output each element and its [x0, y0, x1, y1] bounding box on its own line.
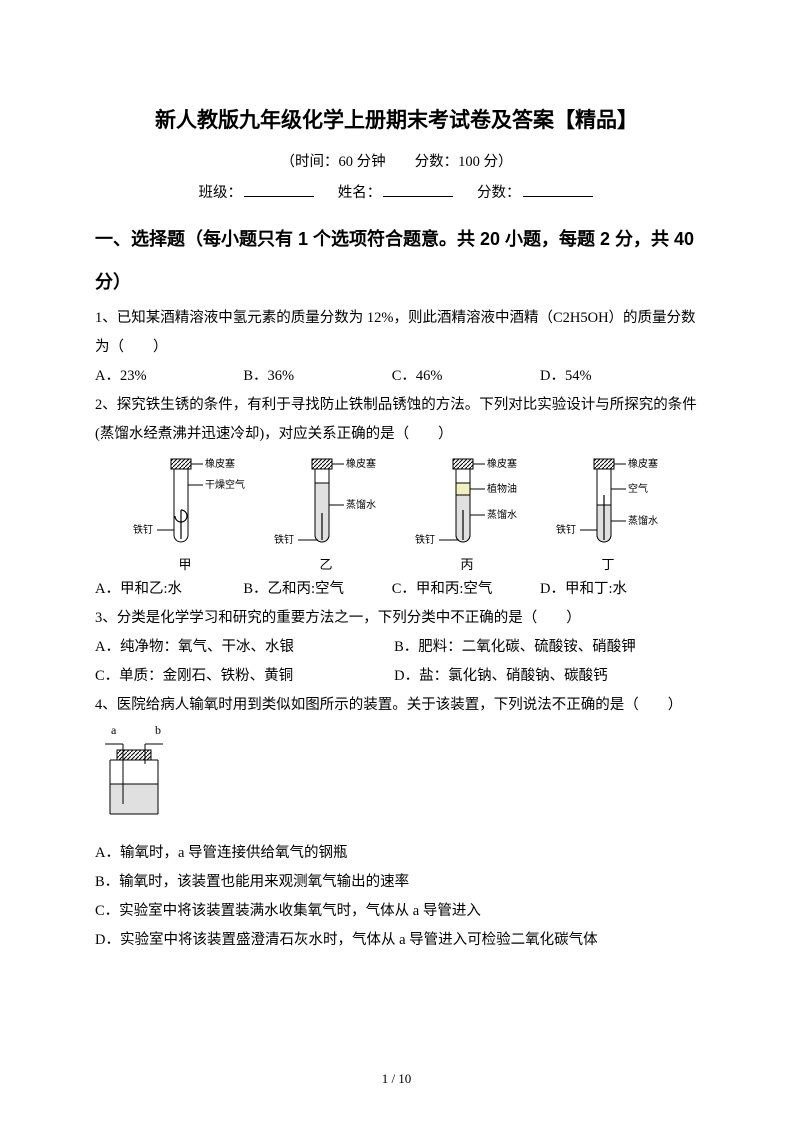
svg-text:铁钉: 铁钉	[274, 533, 294, 546]
q2-diagrams: 橡皮塞 干燥空气 铁钉 甲 橡皮塞	[125, 455, 668, 573]
q1-opt-c[interactable]: C．46%	[392, 362, 537, 391]
q1-opt-a[interactable]: A．23%	[95, 362, 240, 391]
tube-jia: 橡皮塞 干燥空气 铁钉 甲	[125, 455, 245, 573]
svg-text:b: b	[155, 724, 161, 737]
q3-opt-c[interactable]: C．单质：金刚石、铁粉、黄铜	[95, 662, 390, 691]
q2-opt-c[interactable]: C．甲和丙:空气	[392, 575, 537, 604]
q2-options: A．甲和乙:水 B．乙和丙:空气 C．甲和丙:空气 D．甲和丁:水	[95, 575, 698, 604]
svg-text:蒸馏水: 蒸馏水	[628, 514, 658, 527]
tube-jia-icon: 橡皮塞 干燥空气 铁钉	[125, 455, 245, 555]
q3-opt-a[interactable]: A．纯净物：氧气、干冰、水银	[95, 633, 390, 662]
svg-text:植物油: 植物油	[487, 482, 517, 495]
q4-opt-d[interactable]: D．实验室中将该装置盛澄清石灰水时，气体从 a 导管进入可检验二氧化碳气体	[95, 926, 698, 955]
tube-jia-caption: 甲	[125, 557, 245, 573]
svg-text:橡皮塞: 橡皮塞	[628, 457, 658, 470]
q1-opt-b[interactable]: B．36%	[243, 362, 388, 391]
svg-text:空气: 空气	[628, 482, 648, 495]
svg-text:蒸馏水: 蒸馏水	[346, 498, 376, 511]
q1-options: A．23% B．36% C．46% D．54%	[95, 362, 698, 391]
q4-opt-c[interactable]: C．实验室中将该装置装满水收集氧气时，气体从 a 导管进入	[95, 897, 698, 926]
time-score-line: （时间：60 分钟 分数：100 分）	[95, 148, 698, 177]
student-info-line: 班级： 姓名： 分数：	[95, 179, 698, 208]
section-1-header: 一、选择题（每小题只有 1 个选项符合题意。共 20 小题，每题 2 分，共 4…	[95, 218, 698, 304]
q2-opt-d[interactable]: D．甲和丁:水	[540, 575, 685, 604]
name-label: 姓名：	[338, 185, 382, 201]
page-title: 新人教版九年级化学上册期末考试卷及答案【精品】	[95, 100, 698, 142]
class-blank[interactable]	[244, 182, 314, 198]
q4-text: 4、医院给病人输氧时用到类似如图所示的装置。关于该装置，下列说法不正确的是（ ）	[95, 691, 698, 720]
tube-yi-caption: 乙	[266, 557, 386, 573]
svg-text:蒸馏水: 蒸馏水	[487, 508, 517, 521]
q3-options-row2: C．单质：金刚石、铁粉、黄铜 D．盐：氯化钠、硝酸钠、碳酸钙	[95, 662, 698, 691]
tube-ding: 橡皮塞 空气 蒸馏水 铁钉 丁	[548, 455, 668, 573]
tube-bing: 橡皮塞 植物油 蒸馏水 铁钉 丙	[407, 455, 527, 573]
tube-bing-caption: 丙	[407, 557, 527, 573]
svg-text:铁钉: 铁钉	[415, 533, 435, 546]
tube-yi-icon: 橡皮塞 蒸馏水 铁钉	[266, 455, 386, 555]
name-blank[interactable]	[383, 182, 453, 198]
q4-opt-b[interactable]: B．输氧时，该装置也能用来观测氧气输出的速率	[95, 868, 698, 897]
q1-opt-d[interactable]: D．54%	[540, 362, 685, 391]
oxygen-bottle-icon: a b	[95, 724, 185, 824]
q4-opt-a[interactable]: A．输氧时，a 导管连接供给氧气的钢瓶	[95, 839, 698, 868]
tube-ding-icon: 橡皮塞 空气 蒸馏水 铁钉	[548, 455, 668, 555]
q3-text: 3、分类是化学学习和研究的重要方法之一，下列分类中不正确的是（ ）	[95, 604, 698, 633]
svg-text:干燥空气: 干燥空气	[205, 478, 245, 491]
tube-ding-caption: 丁	[548, 557, 668, 573]
page-number: 1 / 10	[0, 1066, 793, 1092]
q1-text: 1、已知某酒精溶液中氢元素的质量分数为 12%，则此酒精溶液中酒精（C2H5OH…	[95, 304, 698, 362]
score-label: 分数：	[477, 185, 521, 201]
svg-text:铁钉: 铁钉	[133, 523, 153, 536]
svg-text:橡皮塞: 橡皮塞	[346, 457, 376, 470]
q2-opt-a[interactable]: A．甲和乙:水	[95, 575, 240, 604]
q3-options-row1: A．纯净物：氧气、干冰、水银 B．肥料：二氧化碳、硫酸铵、硝酸钾	[95, 633, 698, 662]
tube-yi: 橡皮塞 蒸馏水 铁钉 乙	[266, 455, 386, 573]
score-blank[interactable]	[523, 182, 593, 198]
q3-opt-d[interactable]: D．盐：氯化钠、硝酸钠、碳酸钙	[394, 662, 689, 691]
q2-opt-b[interactable]: B．乙和丙:空气	[243, 575, 388, 604]
svg-text:铁钉: 铁钉	[556, 523, 576, 536]
svg-text:a: a	[111, 724, 117, 737]
q2-text: 2、探究铁生锈的条件，有利于寻找防止铁制品锈蚀的方法。下列对比实验设计与所探究的…	[95, 391, 698, 449]
svg-text:橡皮塞: 橡皮塞	[205, 457, 235, 470]
q4-diagram: a b	[95, 724, 698, 835]
svg-text:橡皮塞: 橡皮塞	[487, 457, 517, 470]
class-label: 班级：	[199, 185, 243, 201]
q3-opt-b[interactable]: B．肥料：二氧化碳、硫酸铵、硝酸钾	[394, 633, 689, 662]
tube-bing-icon: 橡皮塞 植物油 蒸馏水 铁钉	[407, 455, 527, 555]
